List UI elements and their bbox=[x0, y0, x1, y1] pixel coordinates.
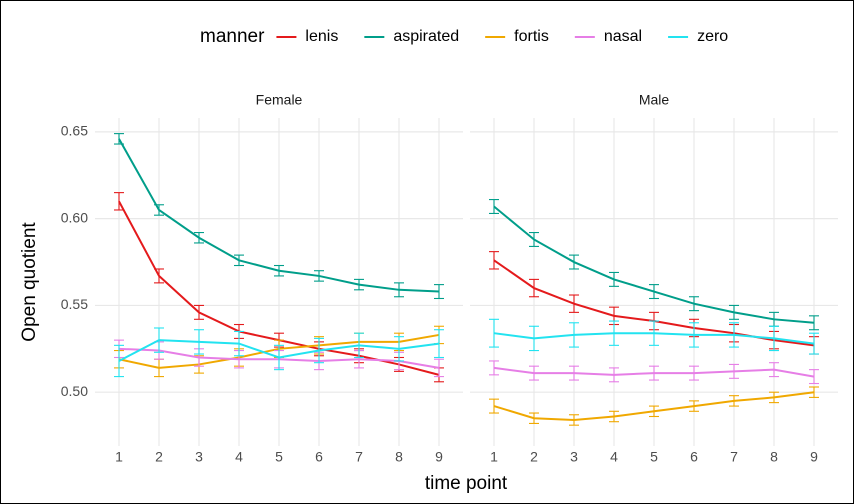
x-tick-label: 6 bbox=[315, 449, 323, 465]
x-tick-label: 9 bbox=[810, 449, 818, 465]
x-tick-label: 7 bbox=[355, 449, 363, 465]
x-tick-label: 6 bbox=[690, 449, 698, 465]
x-tick-label: 9 bbox=[435, 449, 443, 465]
x-tick-label: 3 bbox=[195, 449, 203, 465]
x-tick-label: 7 bbox=[730, 449, 738, 465]
series-line bbox=[493, 391, 815, 421]
y-axis-title: Open quotient bbox=[19, 222, 40, 342]
x-tick-label: 2 bbox=[530, 449, 538, 465]
x-tick-label: 8 bbox=[395, 449, 403, 465]
legend-label: nasal bbox=[604, 28, 642, 45]
y-tick-label: 0.60 bbox=[61, 209, 88, 225]
x-tick-label: 1 bbox=[490, 449, 498, 465]
legend-label: zero bbox=[697, 28, 728, 45]
facet-title: Female bbox=[256, 92, 303, 108]
x-tick-label: 5 bbox=[650, 449, 658, 465]
x-tick-label: 1 bbox=[115, 449, 123, 465]
legend-label: fortis bbox=[514, 28, 549, 45]
x-tick-label: 5 bbox=[275, 449, 283, 465]
x-tick-label: 2 bbox=[155, 449, 163, 465]
series-line bbox=[118, 138, 440, 293]
y-tick-label: 0.55 bbox=[61, 296, 88, 312]
series-line bbox=[118, 339, 440, 362]
x-tick-label: 8 bbox=[770, 449, 778, 465]
facet-title: Male bbox=[639, 92, 670, 108]
series-line bbox=[493, 366, 815, 378]
x-tick-label: 4 bbox=[610, 449, 618, 465]
x-tick-label: 4 bbox=[235, 449, 243, 465]
legend-title: manner bbox=[200, 26, 265, 47]
x-axis-title: time point bbox=[425, 473, 508, 494]
legend-label: aspirated bbox=[393, 28, 459, 45]
y-tick-label: 0.65 bbox=[61, 123, 88, 139]
legend-label: lenis bbox=[305, 28, 338, 45]
x-tick-label: 3 bbox=[570, 449, 578, 465]
y-tick-label: 0.50 bbox=[61, 383, 88, 399]
series-line bbox=[493, 205, 815, 324]
series-line bbox=[493, 332, 815, 345]
